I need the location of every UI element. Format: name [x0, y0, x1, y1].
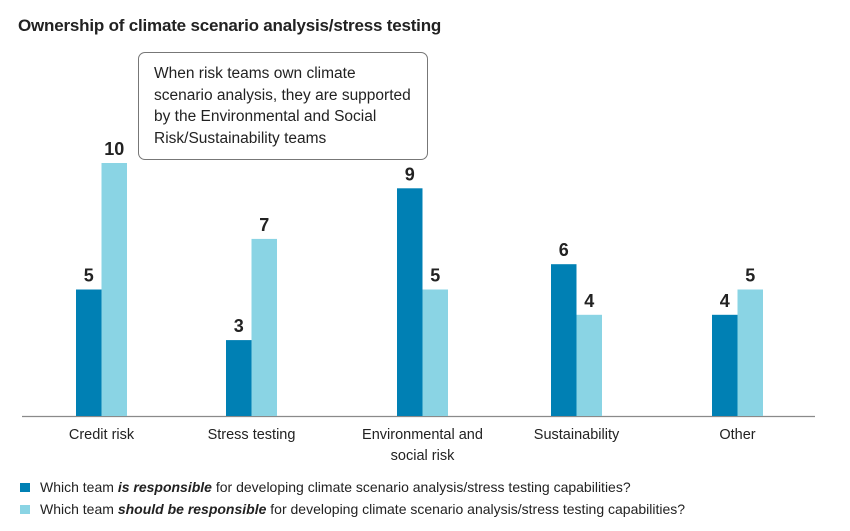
bar-is-responsible [76, 289, 102, 416]
bar-is-responsible [397, 188, 423, 416]
data-label: 4 [584, 291, 594, 311]
category-label: Environmental and social risk [362, 427, 483, 464]
bar-should-be-responsible [422, 289, 448, 416]
annotation-callout: When risk teams own climate scenario ana… [138, 52, 428, 160]
bar-should-be-responsible [251, 238, 277, 416]
legend: Which team is responsible for developing… [20, 476, 685, 520]
data-label: 4 [720, 291, 730, 311]
bar-should-be-responsible [576, 314, 602, 416]
data-label: 6 [559, 240, 569, 260]
chart-title: Ownership of climate scenario analysis/s… [18, 16, 442, 35]
category-label: Sustainability [533, 427, 620, 443]
data-label: 3 [234, 316, 244, 336]
legend-item-is-responsible: Which team is responsible for developing… [20, 476, 685, 498]
legend-label: Which team is responsible for developing… [40, 479, 631, 495]
bar-should-be-responsible [101, 163, 127, 416]
category-label: Stress testing [207, 427, 296, 443]
bar-is-responsible [226, 340, 252, 416]
category-label: Credit risk [68, 427, 135, 443]
data-label: 7 [259, 215, 269, 235]
bar-is-responsible [712, 314, 738, 416]
data-label: 5 [430, 266, 440, 286]
legend-label: Which team should be responsible for dev… [40, 501, 686, 517]
data-label: 5 [745, 266, 755, 286]
legend-swatch-dark [20, 482, 30, 492]
bar-is-responsible [551, 264, 577, 416]
category-label: Other [719, 427, 756, 443]
data-label: 9 [405, 164, 415, 184]
bar-should-be-responsible [737, 289, 763, 416]
data-label: 10 [104, 139, 124, 159]
data-label: 5 [84, 266, 94, 286]
legend-item-should-be-responsible: Which team should be responsible for dev… [20, 498, 685, 520]
legend-swatch-light [20, 504, 30, 514]
